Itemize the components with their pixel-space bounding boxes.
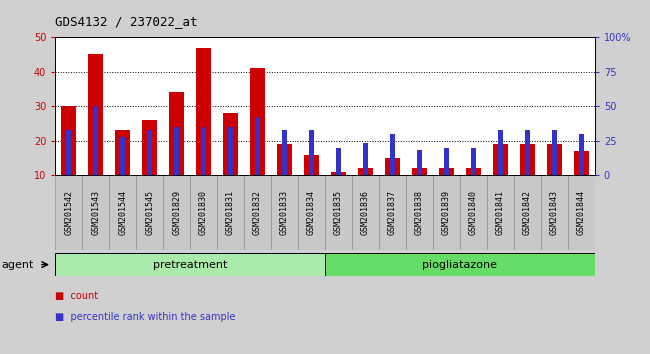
Bar <box>304 154 319 210</box>
Text: GSM201844: GSM201844 <box>577 190 586 235</box>
Bar <box>202 127 206 175</box>
FancyBboxPatch shape <box>55 175 82 250</box>
Text: GSM201543: GSM201543 <box>91 190 100 235</box>
Text: GSM201835: GSM201835 <box>334 190 343 235</box>
Text: GSM201545: GSM201545 <box>145 190 154 235</box>
FancyBboxPatch shape <box>568 175 595 250</box>
FancyBboxPatch shape <box>244 175 271 250</box>
Text: GSM201837: GSM201837 <box>388 190 397 235</box>
FancyBboxPatch shape <box>190 175 217 250</box>
FancyBboxPatch shape <box>55 253 325 276</box>
Bar <box>282 130 287 175</box>
FancyBboxPatch shape <box>217 175 244 250</box>
Bar <box>552 130 556 175</box>
Bar <box>250 68 265 210</box>
Text: pretreatment: pretreatment <box>153 259 228 270</box>
Bar <box>493 144 508 210</box>
Text: ■  percentile rank within the sample: ■ percentile rank within the sample <box>55 312 236 322</box>
Bar <box>520 144 535 210</box>
Text: GSM201842: GSM201842 <box>523 190 532 235</box>
Bar <box>385 158 400 210</box>
FancyBboxPatch shape <box>109 175 136 250</box>
FancyBboxPatch shape <box>406 175 433 250</box>
FancyBboxPatch shape <box>82 175 109 250</box>
Text: agent: agent <box>1 259 34 270</box>
FancyBboxPatch shape <box>352 175 379 250</box>
Bar <box>115 130 130 210</box>
Bar <box>142 120 157 210</box>
Bar <box>169 92 184 210</box>
Bar <box>390 134 395 175</box>
Bar <box>358 169 373 210</box>
Text: GSM201834: GSM201834 <box>307 190 316 235</box>
Text: GSM201829: GSM201829 <box>172 190 181 235</box>
Text: GSM201836: GSM201836 <box>361 190 370 235</box>
FancyBboxPatch shape <box>298 175 325 250</box>
FancyBboxPatch shape <box>514 175 541 250</box>
Text: GSM201833: GSM201833 <box>280 190 289 235</box>
Bar <box>412 169 427 210</box>
Bar <box>574 151 589 210</box>
FancyBboxPatch shape <box>379 175 406 250</box>
Bar <box>61 106 76 210</box>
Text: GSM201544: GSM201544 <box>118 190 127 235</box>
Bar <box>363 143 368 175</box>
Text: GSM201838: GSM201838 <box>415 190 424 235</box>
Text: GSM201840: GSM201840 <box>469 190 478 235</box>
Text: GSM201843: GSM201843 <box>550 190 559 235</box>
Bar <box>466 169 481 210</box>
FancyBboxPatch shape <box>325 175 352 250</box>
Text: GSM201832: GSM201832 <box>253 190 262 235</box>
Bar <box>444 148 448 175</box>
Text: ■  count: ■ count <box>55 291 98 301</box>
Bar <box>309 130 314 175</box>
Bar <box>336 148 341 175</box>
Text: piogliatazone: piogliatazone <box>422 259 497 270</box>
Bar <box>228 127 233 175</box>
Text: GSM201831: GSM201831 <box>226 190 235 235</box>
FancyBboxPatch shape <box>271 175 298 250</box>
Bar <box>120 137 125 175</box>
Text: GDS4132 / 237022_at: GDS4132 / 237022_at <box>55 15 198 28</box>
Bar <box>471 148 476 175</box>
FancyBboxPatch shape <box>163 175 190 250</box>
Bar <box>66 130 71 175</box>
FancyBboxPatch shape <box>136 175 163 250</box>
FancyBboxPatch shape <box>433 175 460 250</box>
Bar <box>525 130 530 175</box>
Bar <box>174 127 179 175</box>
Bar <box>88 55 103 210</box>
Bar <box>148 130 152 175</box>
Bar <box>498 130 502 175</box>
Bar <box>579 134 584 175</box>
Bar <box>255 117 260 175</box>
Text: GSM201542: GSM201542 <box>64 190 73 235</box>
Bar <box>223 113 238 210</box>
Bar <box>196 47 211 210</box>
FancyBboxPatch shape <box>487 175 514 250</box>
Bar <box>331 172 346 210</box>
Bar <box>547 144 562 210</box>
Bar <box>417 150 422 175</box>
Bar <box>439 169 454 210</box>
Bar <box>94 106 98 175</box>
Bar <box>277 144 292 210</box>
FancyBboxPatch shape <box>325 253 595 276</box>
Text: GSM201841: GSM201841 <box>496 190 505 235</box>
FancyBboxPatch shape <box>541 175 568 250</box>
FancyBboxPatch shape <box>460 175 487 250</box>
Text: GSM201830: GSM201830 <box>199 190 208 235</box>
Text: GSM201839: GSM201839 <box>442 190 451 235</box>
